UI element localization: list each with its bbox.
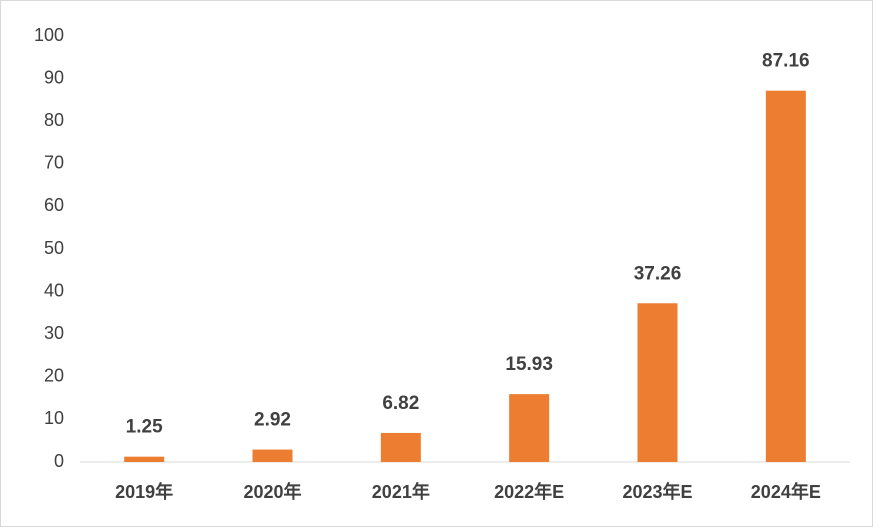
value-label: 37.26 bbox=[634, 263, 682, 284]
y-tick-label: 60 bbox=[44, 195, 64, 215]
value-label: 6.82 bbox=[382, 393, 419, 414]
y-tick-label: 70 bbox=[44, 153, 64, 173]
y-tick-label: 20 bbox=[44, 366, 64, 386]
y-tick-label: 90 bbox=[44, 67, 64, 87]
x-tick-label: 2022年E bbox=[494, 481, 564, 502]
y-tick-label: 80 bbox=[44, 110, 64, 130]
y-tick-label: 0 bbox=[54, 451, 64, 471]
y-tick-label: 30 bbox=[44, 323, 64, 343]
value-label: 1.25 bbox=[126, 417, 163, 438]
x-tick-label: 2024年E bbox=[751, 481, 821, 502]
bar bbox=[380, 432, 421, 462]
x-tick-label: 2020年 bbox=[243, 481, 301, 502]
bar bbox=[124, 456, 165, 462]
bar bbox=[765, 90, 806, 463]
bar bbox=[637, 303, 678, 462]
bar bbox=[509, 394, 550, 462]
x-tick-label: 2021年 bbox=[372, 481, 430, 502]
value-label: 2.92 bbox=[254, 410, 291, 431]
x-tick-label: 2023年E bbox=[622, 481, 692, 502]
x-tick-label: 2019年 bbox=[115, 481, 173, 502]
y-tick-label: 100 bbox=[34, 25, 64, 45]
bar bbox=[252, 449, 293, 462]
y-tick-label: 40 bbox=[44, 280, 64, 300]
y-tick-label: 50 bbox=[44, 238, 64, 258]
y-tick-label: 10 bbox=[44, 408, 64, 428]
value-label: 15.93 bbox=[505, 354, 553, 375]
value-label: 87.16 bbox=[762, 51, 810, 72]
